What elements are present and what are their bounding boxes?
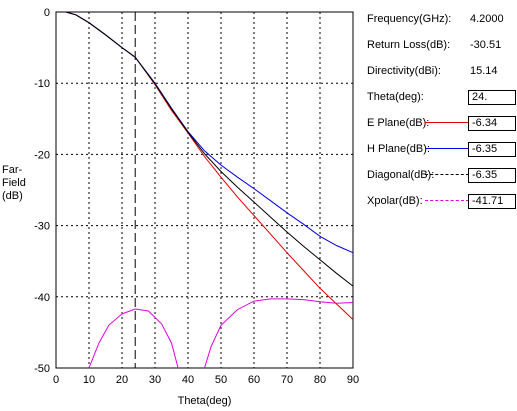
y-axis-label-line: (dB) <box>2 190 23 202</box>
y-tick-label: -40 <box>34 292 50 304</box>
diagonal-field[interactable]: -6.35 <box>468 168 516 183</box>
diagonal-swatch <box>425 174 469 175</box>
x-tick-label: 60 <box>248 374 260 386</box>
x-tick-label: 30 <box>149 374 161 386</box>
y-axis-label-line: Field <box>2 177 26 189</box>
x-tick-label: 90 <box>347 374 359 386</box>
x-tick-label: 20 <box>116 374 128 386</box>
return-loss-value: -30.51 <box>470 39 502 51</box>
eplane-swatch <box>425 122 469 123</box>
eplane-label: E Plane(dB): <box>367 117 430 129</box>
x-tick-label: 70 <box>281 374 293 386</box>
series-line-diagonal <box>65 11 354 287</box>
eplane-field[interactable]: -6.34 <box>468 116 516 131</box>
plot-area <box>56 12 353 368</box>
diagonal-label: Diagonal(dB): <box>367 169 435 181</box>
y-tick-label: -20 <box>34 149 50 161</box>
directivity-value: 15.14 <box>470 65 498 77</box>
y-axis-label: Far-Field (dB) <box>2 164 26 202</box>
return-loss-label: Return Loss(dB): <box>367 39 451 51</box>
x-tick-label: 50 <box>215 374 227 386</box>
directivity-label: Directivity(dBi): <box>367 65 441 77</box>
y-tick-label: -10 <box>34 78 50 90</box>
hplane-swatch <box>425 148 469 149</box>
series-line-xpolar <box>88 298 354 369</box>
xpolar-swatch <box>425 200 469 201</box>
y-tick-label: -30 <box>34 221 50 233</box>
frequency-label: Frequency(GHz): <box>367 13 452 25</box>
theta-field[interactable]: 24. <box>468 90 516 105</box>
hplane-label: H Plane(dB): <box>367 143 430 155</box>
y-tick-label: -50 <box>34 363 50 375</box>
x-tick-label: 0 <box>53 374 59 386</box>
x-axis-label: Theta(deg) <box>178 395 232 407</box>
xpolar-field[interactable]: -41.71 <box>468 194 516 209</box>
theta-label: Theta(deg): <box>367 91 424 103</box>
x-tick-label: 10 <box>83 374 95 386</box>
y-tick-label: 0 <box>44 7 50 19</box>
xpolar-label: Xpolar(dB): <box>367 195 423 207</box>
x-tick-label: 40 <box>182 374 194 386</box>
x-tick-label: 80 <box>314 374 326 386</box>
hplane-field[interactable]: -6.35 <box>468 142 516 157</box>
y-axis-label-line: Far- <box>2 164 23 176</box>
frequency-value: 4.2000 <box>470 13 504 25</box>
